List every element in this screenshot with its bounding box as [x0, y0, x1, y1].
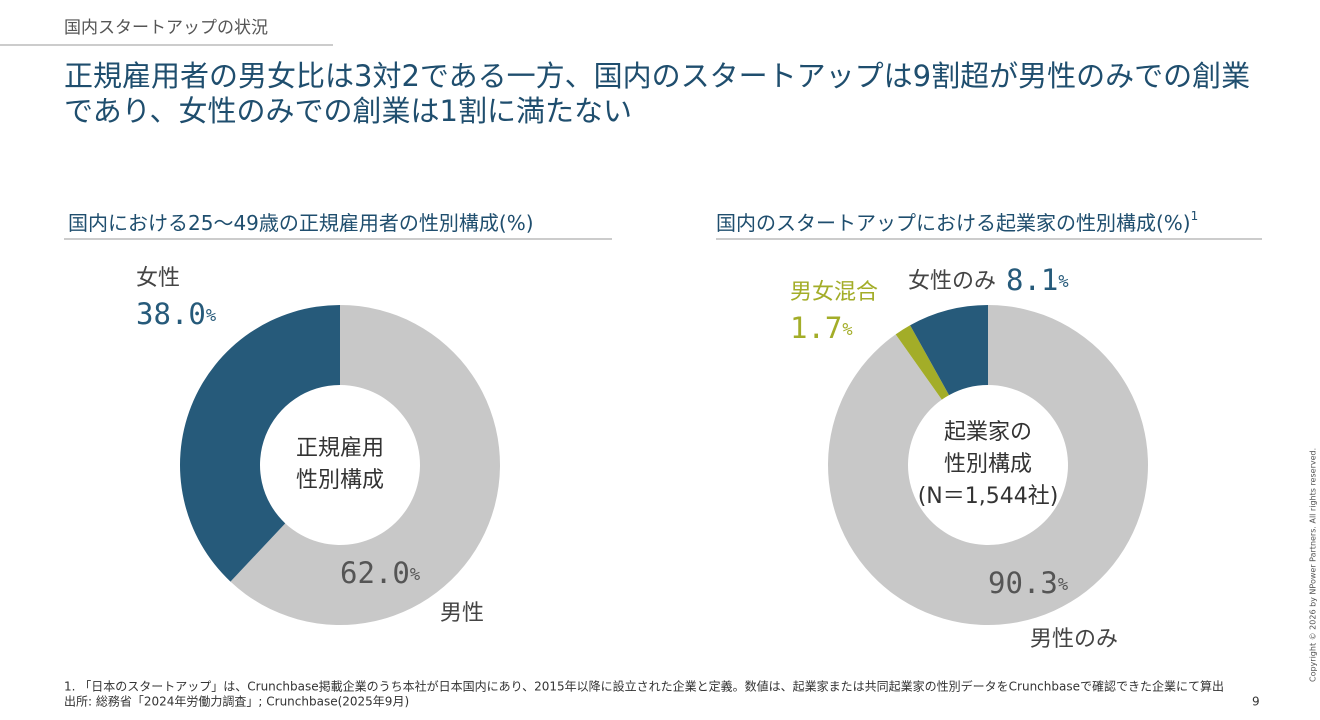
value-label: 8.1% — [1006, 263, 1069, 297]
headline: 正規雇用者の男女比は3対2である一方、国内のスタートアップは9割超が男性のみでの… — [64, 59, 1250, 93]
value-unit: % — [1058, 575, 1068, 595]
center-label: 正規雇用 — [296, 436, 384, 461]
donut-slice — [827, 305, 1148, 626]
value-unit: % — [410, 565, 420, 585]
category-label: 男性のみ — [1030, 627, 1118, 652]
value-number: 8.1 — [1006, 263, 1058, 297]
chart-title-note: 1 — [1191, 209, 1199, 223]
value-number: 38.0 — [136, 297, 206, 331]
value-label: 62.0% — [340, 556, 420, 590]
header: 国内スタートアップの状況 — [64, 18, 268, 38]
category-label: 男女混合 — [790, 280, 878, 305]
chart-title-text: 国内のスタートアップにおける起業家の性別構成(%) — [716, 211, 1191, 235]
chart-title-text: 国内における25～49歳の正規雇用者の性別構成(%) — [68, 211, 534, 235]
category-label: 女性のみ — [908, 269, 996, 294]
value-number: 62.0 — [340, 556, 410, 590]
value-unit: % — [1058, 272, 1068, 292]
headline: であり、女性のみでの創業は1割に満たない — [64, 94, 632, 128]
footnote: 出所: 総務省「2024年労働力調査」; Crunchbase(2025年9月) — [64, 695, 409, 709]
center-label: (N＝1,544社) — [918, 484, 1059, 509]
category-label: 男性 — [440, 601, 484, 626]
value-number: 1.7 — [790, 311, 842, 345]
center-label: 性別構成 — [296, 468, 384, 493]
category-label: 女性 — [136, 266, 180, 291]
value-label: 38.0% — [136, 297, 216, 331]
center-label: 起業家の — [944, 420, 1032, 445]
copyright: Copyright © 2026 by NPower Partners. All… — [1309, 448, 1318, 682]
chart-title: 国内のスタートアップにおける起業家の性別構成(%)1 — [716, 209, 1198, 235]
footnote: 1. 「日本のスタートアップ」は、Crunchbase掲載企業のうち本社が日本国… — [64, 679, 1224, 694]
value-label: 1.7% — [790, 311, 853, 345]
value-unit: % — [206, 306, 216, 326]
value-label: 90.3% — [988, 566, 1068, 600]
donut-slice — [179, 305, 340, 582]
value-unit: % — [842, 320, 852, 340]
donut-slice — [230, 305, 500, 625]
chart-title: 国内における25～49歳の正規雇用者の性別構成(%) — [68, 211, 534, 235]
center-label: 性別構成 — [944, 452, 1032, 477]
page-number: 9 — [1252, 695, 1260, 709]
value-number: 90.3 — [988, 566, 1058, 600]
donut-slice — [910, 305, 988, 396]
donut-slice — [895, 325, 950, 400]
